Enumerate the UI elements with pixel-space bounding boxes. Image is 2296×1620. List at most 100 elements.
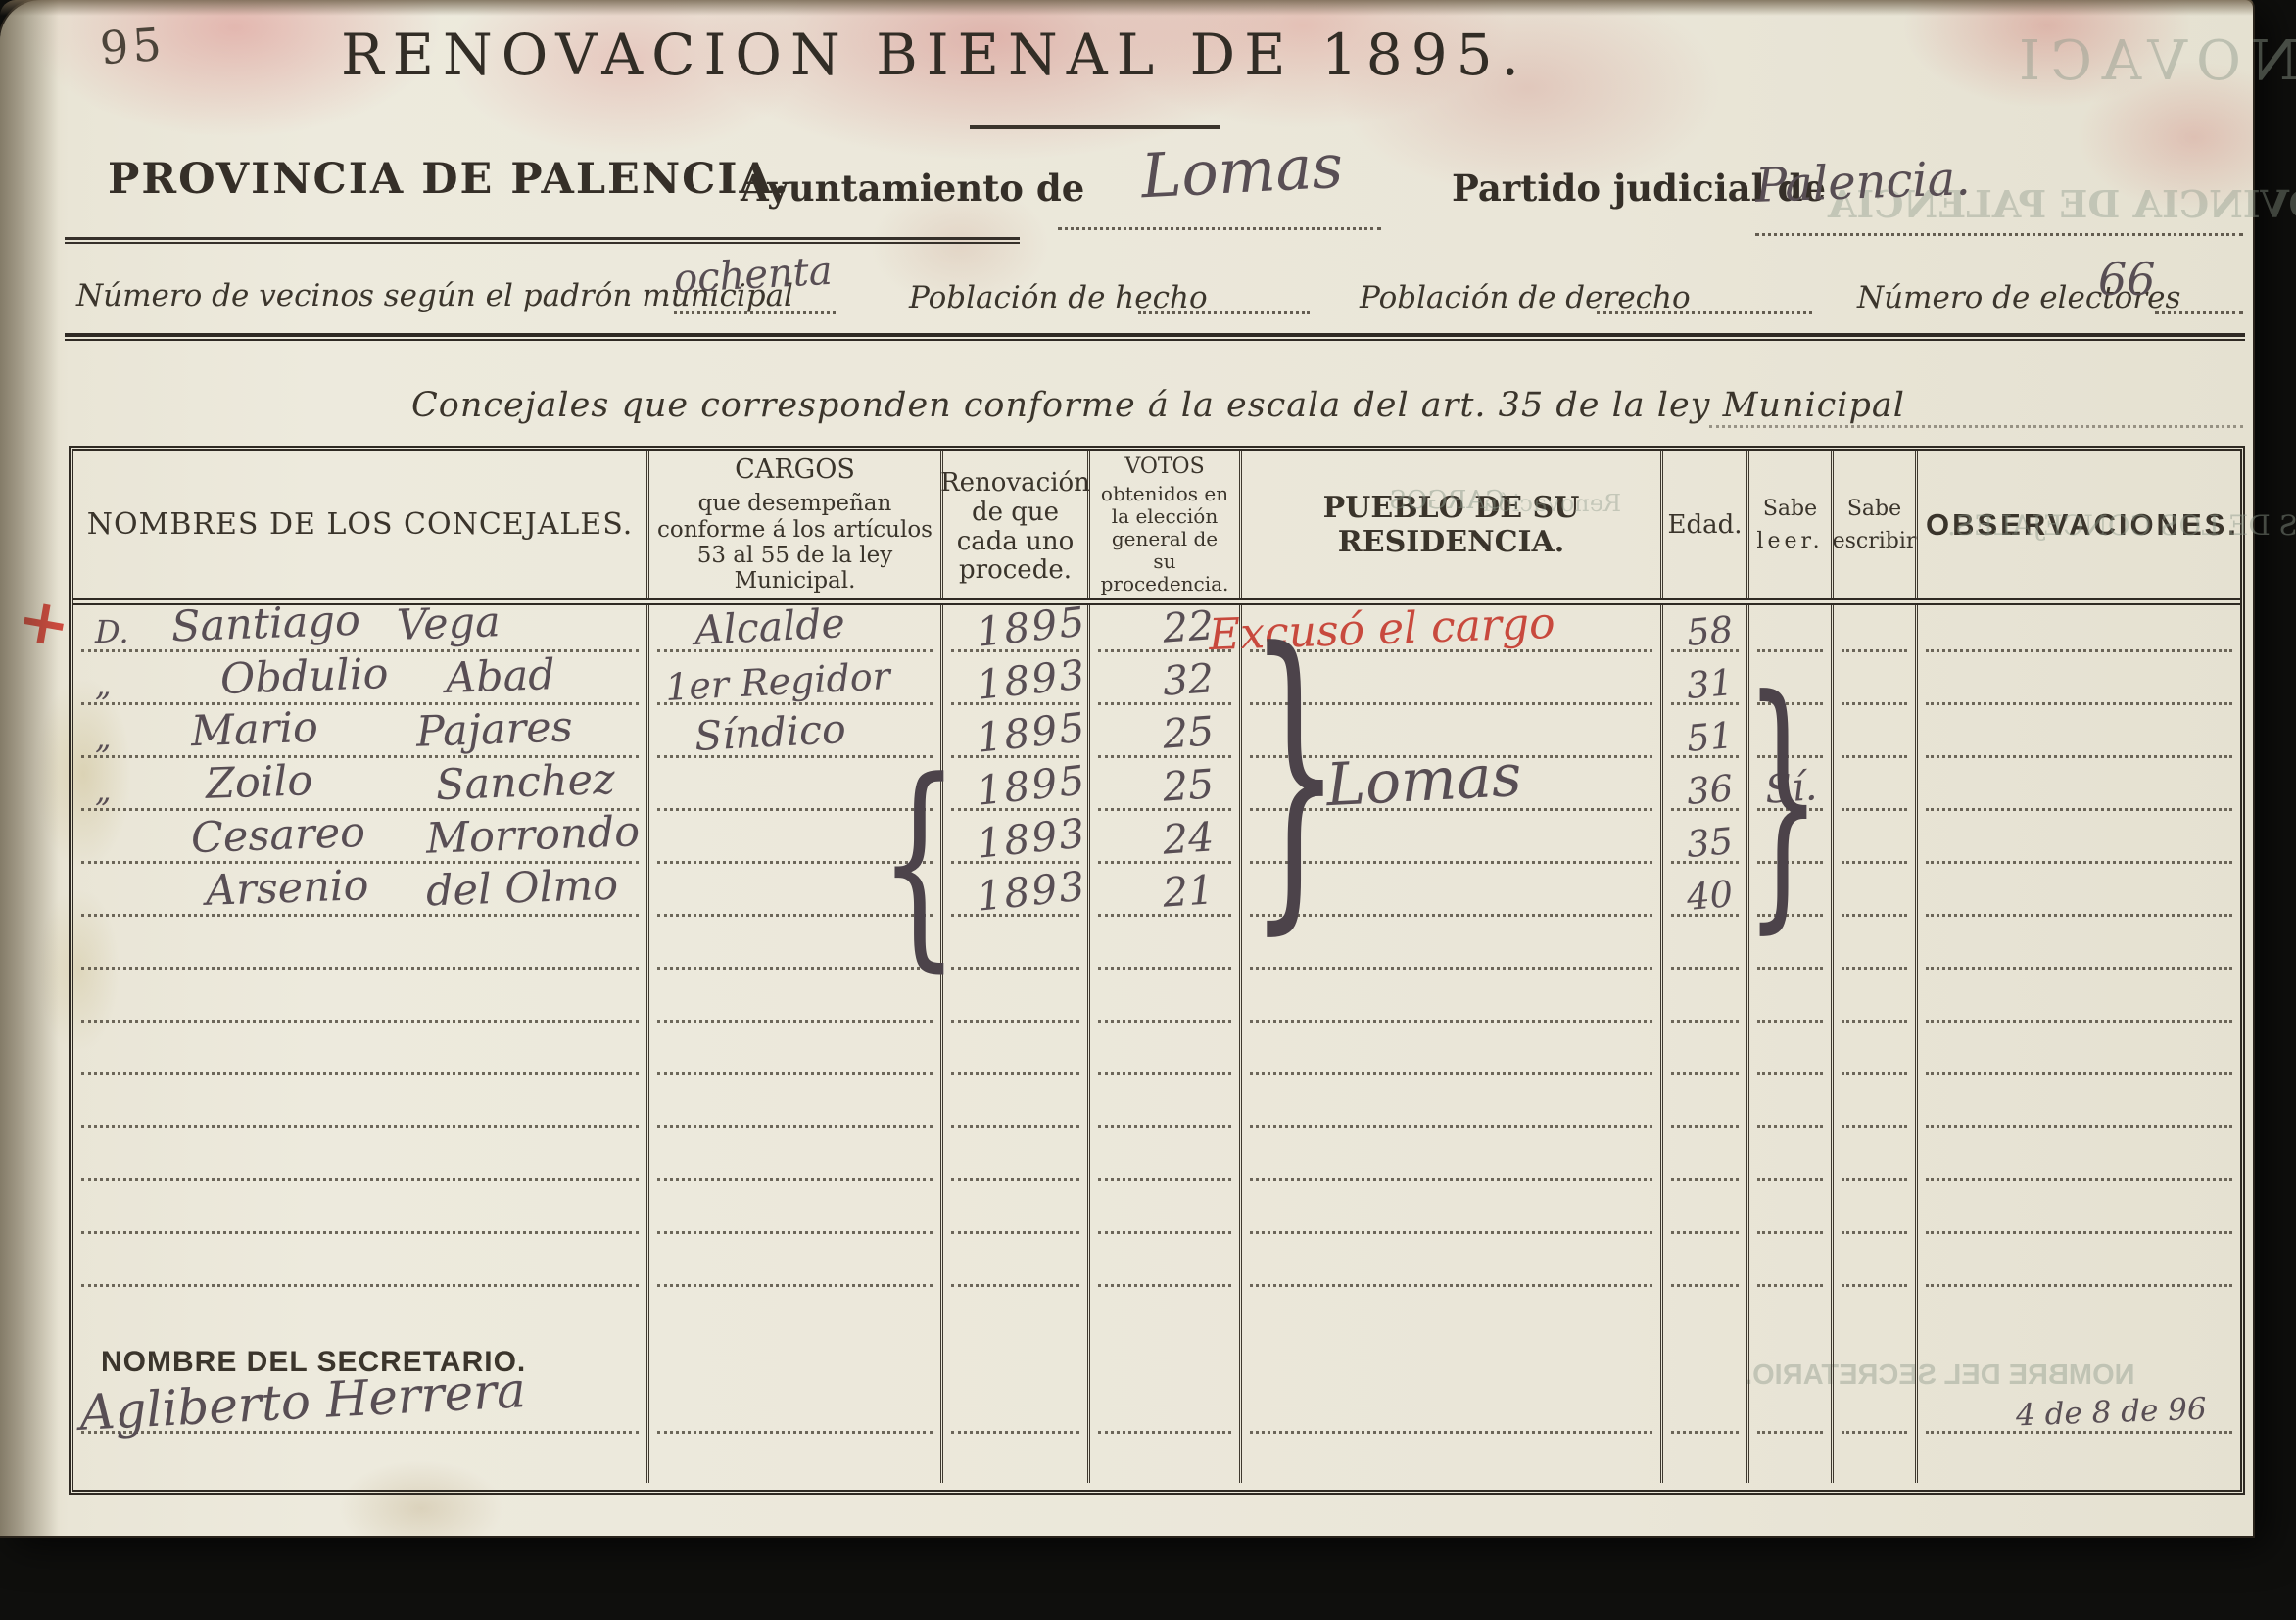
dotted-line — [657, 1020, 933, 1023]
cell-sabe-leer — [1746, 605, 1831, 658]
cell-residencia: Excusó el cargo — [1208, 598, 1660, 660]
dotted-line — [1757, 967, 1823, 970]
votos-value: 25 — [1161, 707, 1216, 758]
dotted-line — [657, 1178, 933, 1181]
cell — [1746, 1336, 1831, 1483]
cell-renovacion: 1893 — [940, 650, 1089, 711]
edad-value: 40 — [1685, 873, 1735, 919]
votos-value: 25 — [1161, 760, 1216, 811]
cell-renovacion: 1895 — [940, 597, 1089, 658]
cell-votos: 22 — [1087, 601, 1239, 658]
cell-sabe-escribir — [1831, 711, 1915, 764]
edad-value: 35 — [1685, 820, 1735, 866]
title-underline — [970, 125, 1220, 129]
cell-sabe-escribir — [1831, 605, 1915, 658]
name-last: Vega — [396, 597, 502, 650]
col-header-cargos: CARGOS que desempeñan conforme á los art… — [646, 451, 940, 598]
cell-nombre: Arsenio del Olmo — [73, 861, 646, 923]
col-header-text: Sabe — [1762, 496, 1818, 521]
cell-residencia: Lomas — [1239, 741, 1660, 820]
dotted-line — [951, 1284, 1079, 1287]
cell — [1746, 1293, 1831, 1336]
cell — [1746, 1187, 1831, 1240]
dotted-line — [657, 649, 933, 652]
cell-renovacion: 1895 — [940, 703, 1089, 764]
dotted-line — [951, 967, 1079, 970]
dotted-line — [951, 702, 1079, 705]
cell-sabe-leer — [1746, 658, 1831, 711]
dotted-line — [1098, 649, 1231, 652]
cell — [1239, 976, 1660, 1028]
residencia-value: Lomas — [1324, 740, 1524, 821]
dotted-line — [81, 967, 639, 970]
cell — [1087, 1028, 1239, 1081]
cell — [1915, 1240, 2240, 1293]
table-row-empty — [73, 976, 2240, 1028]
cell — [1087, 976, 1239, 1028]
dotted-line — [1671, 649, 1739, 652]
cell — [646, 1240, 940, 1293]
col-header-text: Renovación de que cada uno procede. — [940, 467, 1090, 586]
cell — [1915, 976, 2240, 1028]
province-label: PROVINCIA DE PALENCIA. — [108, 155, 790, 204]
cell-renovacion: 1893 — [940, 809, 1089, 870]
cell — [940, 1028, 1087, 1081]
cell — [646, 1336, 940, 1483]
dotted-line — [657, 755, 933, 758]
dotted-line — [657, 1072, 933, 1075]
dotted-line — [81, 649, 639, 652]
dotted-line — [1250, 967, 1652, 970]
dotted-line — [1842, 861, 1907, 864]
edad-value: 58 — [1685, 608, 1735, 654]
cell — [1660, 1336, 1746, 1483]
votos-value: 21 — [1161, 866, 1216, 917]
votos-value: 24 — [1161, 813, 1216, 864]
cell-observaciones — [1915, 658, 2240, 711]
dotted-line — [951, 1431, 1079, 1434]
ditto-mark: „ — [95, 719, 112, 756]
col-header-text: leer. — [1756, 528, 1824, 553]
cell — [73, 1187, 646, 1240]
dotted-line — [1671, 914, 1739, 917]
cell — [1239, 1240, 1660, 1293]
ayuntamiento-label: Ayuntamiento de — [741, 167, 1085, 210]
cell — [1087, 923, 1239, 976]
dotted-line — [1671, 1284, 1739, 1287]
dotted-line — [1250, 1431, 1652, 1434]
dotted-line — [1757, 1284, 1823, 1287]
cell-nombre: Cesareo Morrondo — [73, 807, 646, 870]
dotted-line — [1842, 1178, 1907, 1181]
cell — [1660, 1293, 1746, 1336]
red-cross-mark: + — [11, 581, 76, 664]
cell — [73, 1293, 646, 1336]
cell-renovacion: 1893 — [940, 862, 1089, 923]
table-row: Arsenio del Olmo 1893 21 40 — [73, 861, 2240, 923]
table-row-empty — [73, 1240, 2240, 1293]
name-first: Mario — [190, 702, 319, 757]
cargo-value: 1er Regidor — [664, 654, 891, 709]
dotted-line — [1926, 1020, 2232, 1023]
dotted-line — [1671, 808, 1739, 811]
cell — [1746, 923, 1831, 976]
dotted-line — [1671, 1020, 1739, 1023]
cell — [1831, 1028, 1915, 1081]
dotted-line — [657, 1125, 933, 1128]
dotted-line — [951, 1072, 1079, 1075]
bleedthrough-title: RENOVACI — [2008, 29, 2296, 93]
table-row-empty — [73, 1134, 2240, 1187]
cell — [1239, 1028, 1660, 1081]
dotted-line — [657, 702, 933, 705]
dotted-line — [81, 1431, 639, 1434]
cell-votos: 21 — [1087, 866, 1239, 923]
col-header-votos: VOTOS obtenidos en la elección general d… — [1087, 451, 1239, 598]
cell — [1915, 1028, 2240, 1081]
dotted-line — [1250, 861, 1652, 864]
dotted-line — [1757, 861, 1823, 864]
dotted-line — [1842, 755, 1907, 758]
cell — [1660, 1028, 1746, 1081]
dotted-line — [1757, 1431, 1823, 1434]
dotted-line — [1757, 1125, 1823, 1128]
cell-sabe-escribir — [1831, 658, 1915, 711]
cell — [1831, 976, 1915, 1028]
dotted-line — [951, 808, 1079, 811]
